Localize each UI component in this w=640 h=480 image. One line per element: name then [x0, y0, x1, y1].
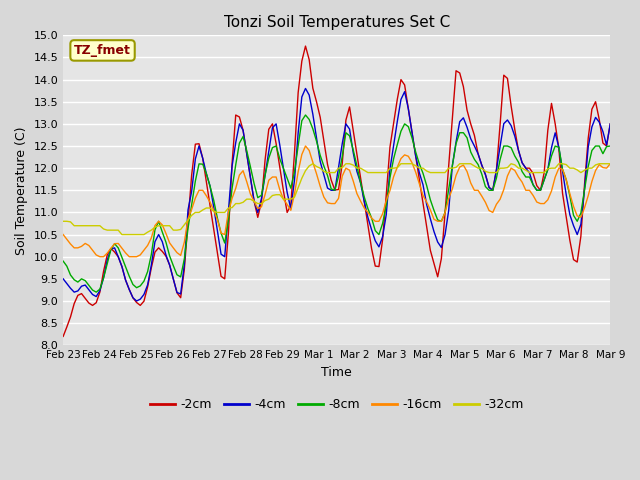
-4cm: [243, 151, 251, 157]
-8cm: [243, 148, 251, 154]
-2cm: [239, 127, 247, 133]
-8cm: [353, 163, 361, 168]
Line: -16cm: -16cm: [63, 146, 611, 257]
Text: TZ_fmet: TZ_fmet: [74, 44, 131, 57]
-4cm: [445, 207, 452, 213]
-8cm: [60, 258, 67, 264]
-4cm: [353, 168, 361, 174]
Line: -8cm: -8cm: [63, 115, 611, 292]
-2cm: [276, 164, 284, 170]
-16cm: [60, 232, 67, 238]
Line: -4cm: -4cm: [63, 88, 611, 301]
-32cm: [309, 161, 317, 167]
-16cm: [280, 196, 287, 202]
-32cm: [518, 165, 526, 171]
-2cm: [607, 121, 614, 127]
-8cm: [280, 166, 287, 171]
-16cm: [353, 191, 361, 196]
Y-axis label: Soil Temperature (C): Soil Temperature (C): [15, 126, 28, 254]
-32cm: [118, 232, 125, 238]
Title: Tonzi Soil Temperatures Set C: Tonzi Soil Temperatures Set C: [223, 15, 450, 30]
-32cm: [280, 196, 287, 202]
Line: -32cm: -32cm: [63, 164, 611, 235]
-16cm: [301, 143, 309, 149]
-2cm: [60, 334, 67, 339]
-8cm: [445, 186, 452, 192]
-8cm: [375, 232, 383, 238]
-32cm: [353, 165, 361, 171]
-4cm: [375, 244, 383, 250]
-2cm: [301, 43, 309, 49]
-2cm: [371, 263, 379, 269]
-16cm: [96, 254, 104, 260]
-4cm: [132, 298, 140, 304]
-4cm: [301, 85, 309, 91]
-2cm: [441, 210, 449, 216]
Legend: -2cm, -4cm, -8cm, -16cm, -32cm: -2cm, -4cm, -8cm, -16cm, -32cm: [145, 394, 529, 417]
-4cm: [280, 166, 287, 172]
-32cm: [445, 165, 452, 171]
-2cm: [349, 128, 357, 133]
-8cm: [607, 143, 614, 149]
-2cm: [515, 147, 522, 153]
-8cm: [518, 169, 526, 175]
-8cm: [301, 112, 309, 118]
Line: -2cm: -2cm: [63, 46, 611, 336]
-16cm: [445, 196, 452, 202]
-8cm: [92, 289, 100, 295]
-4cm: [60, 276, 67, 282]
-16cm: [375, 218, 383, 224]
-32cm: [60, 218, 67, 224]
-4cm: [518, 160, 526, 166]
-16cm: [607, 161, 614, 167]
-32cm: [607, 161, 614, 167]
-32cm: [243, 196, 251, 202]
-16cm: [243, 179, 251, 185]
-32cm: [375, 170, 383, 176]
-16cm: [518, 180, 526, 185]
-4cm: [607, 121, 614, 127]
X-axis label: Time: Time: [321, 366, 352, 379]
